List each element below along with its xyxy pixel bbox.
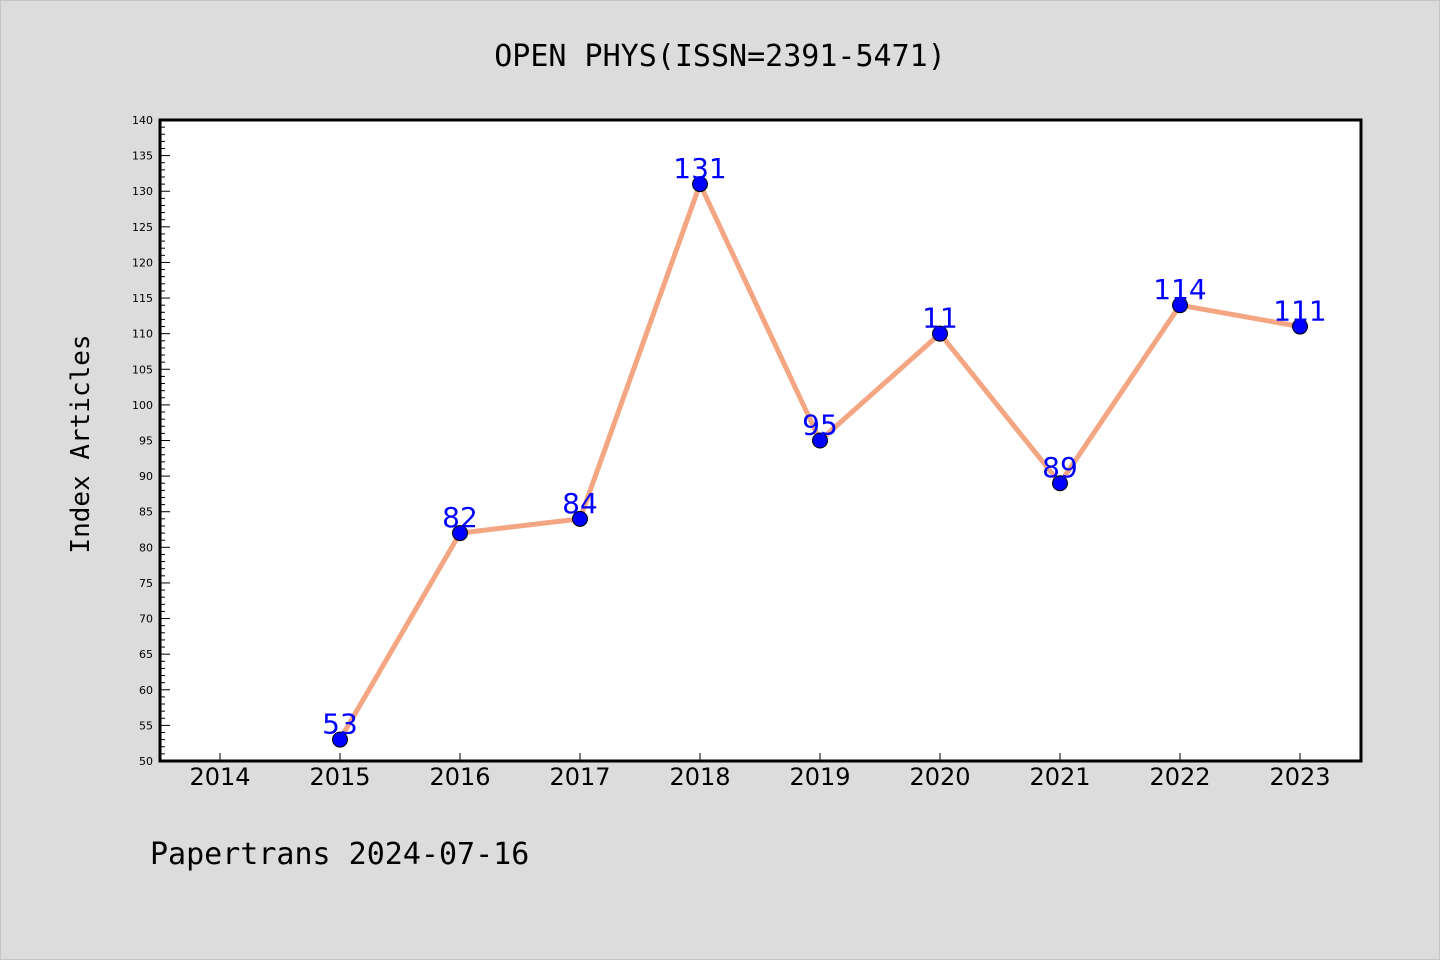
data-point — [1292, 318, 1308, 335]
y-tick-label: 130 — [132, 185, 153, 198]
y-tick-label: 95 — [139, 435, 153, 448]
data-point — [1052, 475, 1068, 492]
y-tick-label: 105 — [132, 363, 153, 376]
x-tick-label: 2019 — [789, 763, 850, 791]
y-tick-label: 75 — [139, 577, 153, 590]
data-label: 53 — [322, 708, 358, 741]
data-label: 84 — [562, 487, 598, 520]
y-tick-label: 80 — [139, 541, 153, 554]
data-label: 82 — [442, 501, 478, 534]
data-point — [812, 432, 828, 449]
y-tick-label: 70 — [139, 613, 153, 626]
chart-title: OPEN PHYS(ISSN=2391-5471) — [494, 39, 946, 74]
data-label: 111 — [1273, 295, 1326, 328]
x-tick-label: 2021 — [1029, 763, 1090, 791]
x-tick-label: 2014 — [189, 763, 250, 791]
y-tick-label: 65 — [139, 648, 153, 661]
data-label: 114 — [1153, 273, 1206, 306]
y-tick-label: 85 — [139, 506, 153, 519]
data-point — [452, 525, 468, 542]
y-tick-label: 135 — [132, 150, 153, 163]
plot-border — [158, 118, 1363, 763]
y-tick-label: 115 — [132, 292, 153, 305]
data-point — [572, 510, 588, 527]
data-point — [1172, 297, 1188, 314]
x-tick-label: 2015 — [309, 763, 370, 791]
x-tick-label: 2023 — [1269, 763, 1330, 791]
x-tick-label: 2022 — [1149, 763, 1210, 791]
x-tick-label: 2018 — [669, 763, 730, 791]
plot-area — [160, 120, 1361, 761]
y-tick-label: 110 — [132, 328, 153, 341]
data-label: 89 — [1042, 451, 1078, 484]
series-line-group: 53 82 84 131 95 11 89 114 111 — [322, 152, 1327, 748]
y-tick-label: 90 — [139, 470, 153, 483]
y-axis-ticks: 50 55 60 65 70 75 80 85 90 95 100 105 110 115 120 125 13… — [132, 114, 170, 768]
data-point — [692, 176, 708, 193]
y-tick-label: 50 — [139, 755, 153, 768]
y-axis-label: Index Articles — [66, 334, 96, 553]
data-label: 95 — [802, 409, 838, 442]
y-tick-label: 120 — [132, 256, 153, 269]
y-tick-label: 125 — [132, 221, 153, 234]
x-axis-ticks: 2014 2015 2016 2017 2018 2019 2020 2021 2022 2023 — [189, 753, 1331, 791]
data-point — [932, 325, 948, 342]
y-tick-label: 60 — [139, 684, 153, 697]
y-tick-label: 140 — [132, 114, 153, 127]
y-tick-label: 55 — [139, 719, 153, 732]
x-tick-label: 2020 — [909, 763, 970, 791]
data-label: 131 — [673, 152, 726, 185]
x-tick-label: 2016 — [429, 763, 490, 791]
y-tick-label: 100 — [132, 399, 153, 412]
data-label: 11 — [922, 302, 958, 335]
footer-text: Papertrans 2024-07-16 — [150, 837, 529, 872]
x-tick-label: 2017 — [549, 763, 610, 791]
data-point — [332, 731, 348, 748]
